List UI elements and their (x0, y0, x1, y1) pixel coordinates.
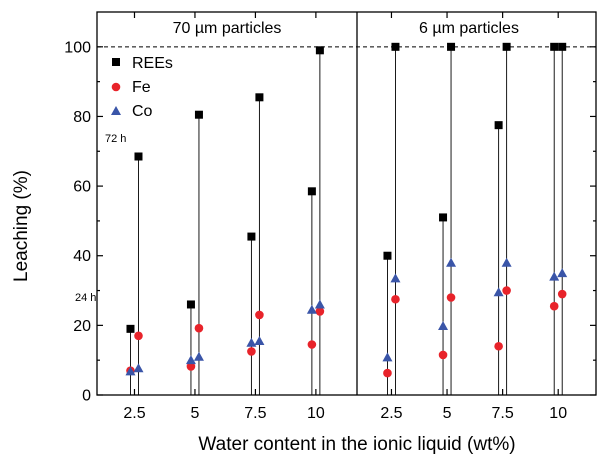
panel-title-right: 6 µm particles (419, 20, 519, 37)
point-co-24h (306, 304, 317, 314)
point-co-24h (125, 366, 136, 376)
x-tick-label: 10 (307, 405, 325, 422)
panel-title-left: 70 µm particles (173, 20, 282, 37)
point-fe-72h (446, 293, 456, 302)
point-fe-24h (383, 368, 392, 378)
point-fe-72h (194, 323, 204, 333)
point-fe-24h (186, 362, 196, 371)
annotation-24h: 24 h (75, 292, 96, 304)
x-tick-label: 2.5 (123, 405, 145, 422)
x-tick-label: 5 (443, 405, 452, 422)
point-rees-24h (439, 213, 448, 222)
point-co-24h (549, 271, 560, 281)
point-co-24h (438, 321, 449, 331)
y-tick-label: 40 (73, 248, 91, 265)
point-fe-72h (557, 289, 567, 299)
point-rees-72h (315, 46, 324, 55)
y-axis-title: Leaching (%) (11, 170, 32, 282)
point-rees-72h (194, 110, 203, 119)
legend-label-rees: REEs (132, 55, 173, 72)
y-tick-label: 60 (73, 179, 91, 196)
point-co-72h (501, 257, 512, 267)
point-rees-72h (134, 152, 143, 161)
legend-marker-co (111, 106, 121, 115)
plot-frame (96, 11, 597, 396)
point-rees-24h (550, 42, 559, 51)
point-fe-72h (134, 331, 143, 341)
point-rees-24h (383, 251, 392, 260)
point-rees-72h (391, 42, 400, 51)
legend-marker-rees (112, 58, 120, 66)
point-fe-24h (494, 341, 503, 351)
point-rees-72h (502, 42, 511, 51)
point-fe-72h (391, 294, 400, 304)
point-co-72h (133, 363, 144, 373)
legend-label-co: Co (132, 103, 153, 120)
point-rees-24h (247, 232, 256, 241)
point-rees-72h (447, 42, 456, 51)
point-co-72h (314, 299, 325, 309)
point-co-24h (246, 337, 257, 347)
point-co-72h (254, 336, 265, 346)
point-rees-24h (126, 324, 135, 333)
point-fe-24h (247, 347, 256, 356)
axis-ticks (97, 12, 596, 396)
point-co-24h (382, 352, 393, 362)
y-tick-label: 80 (73, 109, 91, 126)
x-tick-label: 7.5 (491, 405, 513, 422)
legend: REEs Fe Co (111, 55, 173, 120)
point-co-72h (390, 273, 401, 283)
y-tick-label: 20 (73, 318, 91, 335)
point-co-72h (557, 268, 568, 278)
point-rees-72h (558, 42, 567, 51)
point-fe-24h (307, 340, 317, 349)
point-fe-72h (502, 286, 511, 295)
point-rees-24h (494, 121, 503, 130)
point-rees-72h (255, 93, 264, 102)
y-tick-label: 100 (64, 39, 91, 56)
tick-labels: 0 20 40 60 80 100 2.5 5 7.5 10 2.5 5 7.5 10 (64, 39, 567, 422)
point-co-24h (185, 355, 196, 365)
data-points (125, 42, 568, 378)
time-stems (130, 46, 563, 395)
point-rees-24h (186, 300, 195, 309)
point-fe-72h (255, 310, 264, 320)
plot-border (96, 11, 597, 396)
x-tick-label: 10 (549, 405, 567, 422)
x-axis-title: Water content in the ionic liquid (wt%) (198, 434, 515, 455)
point-co-72h (446, 257, 457, 267)
point-co-24h (493, 287, 504, 297)
point-fe-24h (438, 350, 448, 360)
point-rees-24h (307, 187, 316, 196)
x-tick-label: 7.5 (244, 405, 266, 422)
annotation-72h: 72 h (105, 133, 126, 145)
y-tick-label: 0 (82, 388, 91, 405)
point-co-72h (193, 351, 204, 361)
legend-marker-fe (111, 82, 121, 92)
x-tick-label: 2.5 (380, 405, 402, 422)
point-fe-72h (315, 307, 325, 316)
x-tick-label: 5 (191, 405, 200, 422)
point-fe-24h (549, 301, 559, 311)
legend-label-fe: Fe (132, 79, 151, 96)
